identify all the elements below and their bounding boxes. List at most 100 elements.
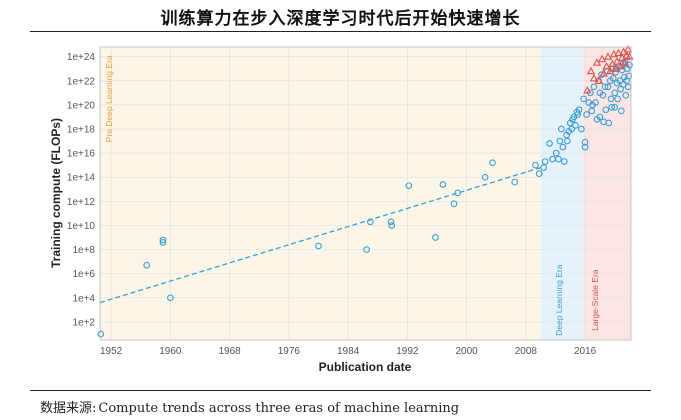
y-tick-label-4: 1e+10 — [67, 221, 96, 232]
data-point-circle-2 — [159, 238, 167, 246]
data-point-triangle-20 — [623, 45, 633, 53]
data-point-circle-63 — [605, 119, 613, 127]
chart-title: 训练算力在步入深度学习时代后开始快速增长 — [160, 9, 521, 29]
y-tick-label-9: 1e+20 — [67, 100, 96, 111]
era-band-0 — [100, 47, 541, 340]
y-tick-label-0: 1e+2 — [72, 317, 95, 328]
data-point-circle-15 — [481, 173, 489, 181]
trend-line-0 — [99, 166, 541, 304]
data-point-circle-69 — [611, 89, 619, 97]
data-point-circle-88 — [625, 72, 633, 80]
y-tick-label-2: 1e+6 — [72, 269, 95, 280]
source-note: 数据来源: Compute trends across three eras of… — [40, 397, 459, 416]
data-point-circle-4 — [167, 294, 174, 302]
data-point-circle-66 — [608, 103, 616, 111]
data-point-circle-65 — [607, 95, 615, 103]
data-point-triangle-14 — [614, 48, 623, 57]
y-tick-label-6: 1e+14 — [67, 173, 96, 184]
data-point-circle-12 — [439, 181, 447, 188]
data-point-circle-18 — [532, 161, 539, 169]
title-divider — [30, 31, 651, 32]
data-point-triangle-4 — [595, 76, 604, 84]
data-point-triangle-15 — [616, 61, 625, 70]
source-divider — [30, 390, 651, 391]
data-point-circle-41 — [578, 125, 585, 133]
data-point-triangle-7 — [602, 61, 611, 70]
y-tick-label-11: 1e+24 — [67, 52, 96, 63]
y-tick-label-10: 1e+22 — [67, 76, 96, 87]
data-point-triangle-9 — [606, 66, 615, 75]
data-point-triangle-12 — [611, 64, 620, 72]
data-point-triangle-2 — [589, 74, 599, 82]
data-point-circle-19 — [535, 170, 543, 177]
data-point-circle-27 — [558, 125, 565, 133]
data-point-circle-10 — [405, 182, 413, 190]
data-point-triangle-18 — [620, 58, 630, 66]
source-label: 数据来源: — [40, 401, 97, 416]
data-point-circle-56 — [598, 71, 605, 79]
data-point-circle-50 — [590, 83, 598, 91]
data-point-circle-34 — [568, 125, 576, 133]
data-point-circle-16 — [489, 159, 496, 167]
x-tick-label-5: 1992 — [396, 346, 419, 357]
data-point-circle-59 — [601, 83, 609, 91]
source-text: Compute trends across three eras of mach… — [98, 401, 460, 416]
data-point-circle-3 — [159, 236, 167, 244]
era-label-0: Pre Deep Learning Era — [104, 55, 114, 142]
data-point-circle-17 — [511, 178, 519, 186]
data-point-circle-45 — [583, 111, 590, 118]
data-point-circle-13 — [450, 200, 458, 208]
x-tick-label-7: 2008 — [515, 346, 538, 357]
data-point-circle-37 — [572, 122, 579, 129]
data-point-circle-0 — [97, 330, 105, 338]
x-tick-label-3: 1976 — [278, 346, 301, 357]
x-tick-label-0: 1952 — [100, 346, 123, 357]
y-axis-label: Training compute (FLOPs) — [49, 118, 63, 268]
data-point-circle-43 — [581, 143, 589, 151]
data-point-triangle-0 — [583, 86, 592, 94]
era-band-1 — [540, 47, 583, 340]
axis-ticks: 1e+2 1e+4 1e+6 1e+8 1e+10 1e+12 1e+14 1e+16 1e+1… — [67, 52, 597, 357]
x-tick-label-6: 2000 — [455, 346, 478, 357]
data-point-circle-78 — [618, 107, 625, 115]
x-tick-label-1: 1960 — [159, 346, 182, 357]
data-point-circle-20 — [540, 164, 547, 171]
data-point-triangle-3 — [592, 58, 602, 66]
data-point-circle-21 — [541, 158, 549, 165]
y-tick-label-7: 1e+16 — [67, 149, 96, 160]
data-point-circle-6 — [363, 246, 370, 253]
trend-lines — [99, 166, 541, 304]
data-point-triangle-5 — [597, 54, 607, 63]
data-point-circle-31 — [563, 137, 571, 145]
data-point-circle-84 — [622, 91, 630, 99]
era-label-2: Large-Scale Era — [590, 269, 600, 331]
x-tick-label-4: 1984 — [337, 346, 360, 357]
plot-frame — [99, 46, 632, 341]
data-point-circle-9 — [388, 222, 396, 229]
data-point-circle-22 — [546, 140, 553, 147]
data-point-circle-68 — [609, 74, 617, 82]
data-point-circle-1 — [143, 261, 151, 269]
data-point-triangle-6 — [599, 69, 608, 77]
data-point-circle-5 — [315, 242, 322, 250]
data-point-circle-28 — [559, 143, 567, 151]
data-point-circle-51 — [592, 99, 599, 106]
data-point-triangle-8 — [603, 52, 613, 60]
data-point-circle-60 — [602, 106, 610, 114]
data-point-circle-77 — [617, 85, 624, 93]
era-label-1: Deep Learning Era — [554, 264, 564, 336]
data-point-circle-44 — [581, 138, 589, 146]
x-tick-label-8: 2016 — [574, 346, 597, 357]
era-bands — [100, 47, 631, 340]
data-point-circle-8 — [387, 218, 395, 226]
data-point-circle-14 — [454, 189, 462, 197]
data-point-circle-40 — [575, 106, 583, 114]
y-tick-label-5: 1e+12 — [67, 197, 96, 208]
data-point-circle-42 — [580, 95, 587, 103]
data-point-circle-76 — [616, 77, 624, 85]
data-point-triangle-13 — [612, 57, 622, 65]
data-point-circle-62 — [604, 83, 612, 91]
data-point-circle-74 — [614, 95, 622, 103]
data-point-triangle-1 — [586, 66, 596, 75]
